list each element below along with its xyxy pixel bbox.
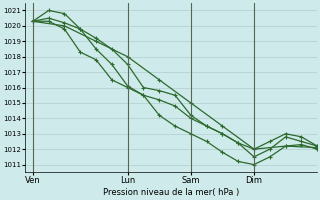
X-axis label: Pression niveau de la mer( hPa ): Pression niveau de la mer( hPa ) bbox=[103, 188, 239, 197]
